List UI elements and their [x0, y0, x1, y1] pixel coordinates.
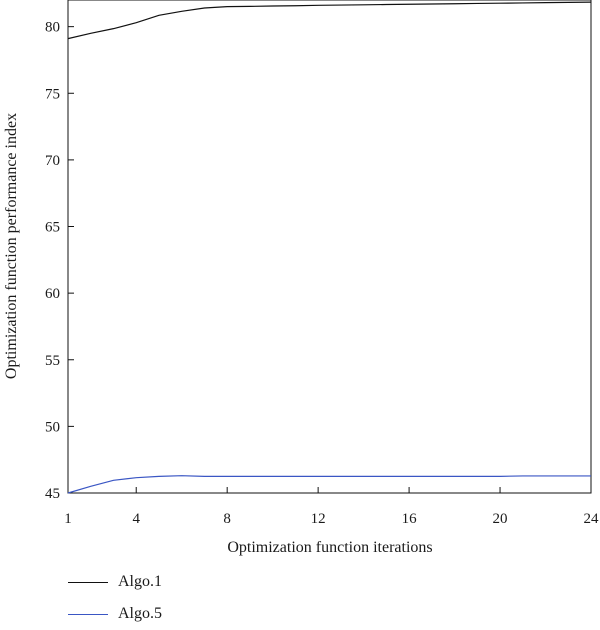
- legend: Algo.1 Algo.5: [68, 566, 162, 630]
- y-axis-ticks: 45 50 55 60 65 70 75 80: [45, 20, 74, 502]
- x-axis-title: Optimization function iterations: [227, 539, 432, 556]
- line-chart: 1 4 8 12 16 20 24 45 50 55 60 65 70 75 80 Optimizatio…: [3, 0, 599, 556]
- legend-label-algo5: Algo.5: [118, 605, 162, 622]
- y-tick-label: 60: [45, 286, 60, 302]
- series-lines: [67, 1, 592, 494]
- y-tick-label: 50: [45, 419, 60, 435]
- legend-swatch-algo5: [68, 613, 108, 615]
- legend-swatch-algo1: [68, 581, 108, 583]
- y-tick-label: 75: [45, 86, 60, 102]
- x-tick-label: 1: [64, 511, 72, 527]
- x-tick-label: 4: [132, 511, 140, 527]
- x-tick-label: 8: [223, 511, 231, 527]
- legend-item-algo1: Algo.1: [68, 566, 162, 598]
- y-tick-label: 70: [45, 153, 60, 169]
- y-tick-label: 55: [45, 353, 60, 369]
- x-axis-ticks: 1 4 8 12 16 20 24: [64, 487, 599, 527]
- y-tick-label: 45: [45, 486, 60, 502]
- legend-item-algo5: Algo.5: [68, 598, 162, 630]
- x-tick-label: 20: [493, 511, 508, 527]
- y-axis-title: Optimization function performance index: [3, 113, 20, 379]
- x-tick-label: 12: [311, 511, 326, 527]
- legend-label-algo1: Algo.1: [118, 573, 162, 590]
- x-tick-label: 16: [402, 511, 418, 527]
- series-line-algo1: [67, 1, 592, 40]
- series-line-algo5: [67, 475, 591, 494]
- plot-frame: [67, 0, 592, 494]
- x-tick-label: 24: [584, 511, 600, 527]
- y-tick-label: 65: [45, 220, 60, 236]
- y-tick-label: 80: [45, 20, 60, 36]
